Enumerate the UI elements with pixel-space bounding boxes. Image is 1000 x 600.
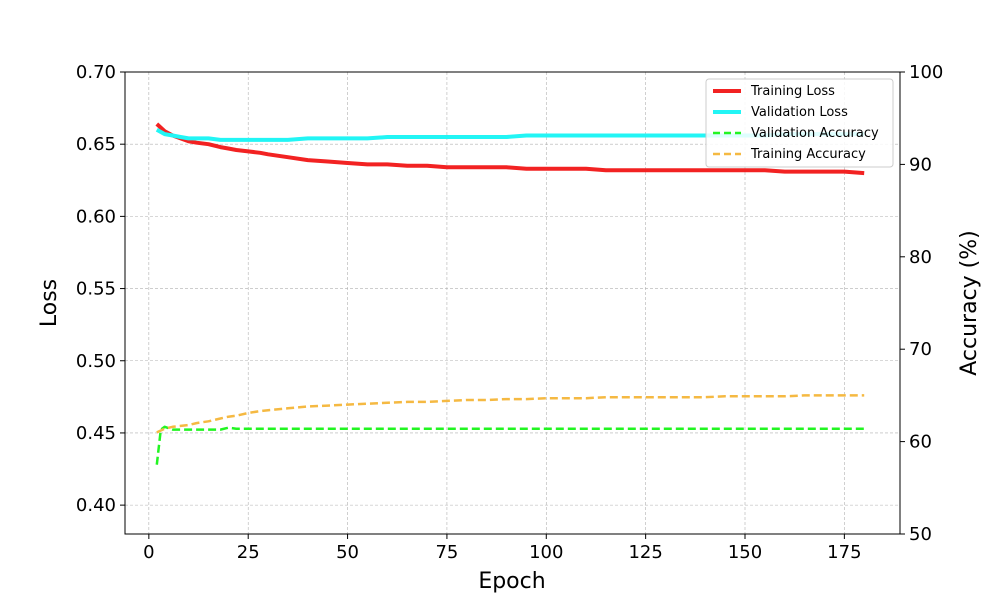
y-left-tick-label: 0.50 bbox=[76, 351, 116, 372]
y-right-tick-label: 100 bbox=[909, 62, 943, 83]
y-right-tick-label: 50 bbox=[909, 524, 932, 545]
y-right-tick-label: 60 bbox=[909, 432, 932, 453]
y-axis-title-right: Accuracy (%) bbox=[957, 230, 982, 376]
y-axis-title-left: Loss bbox=[37, 279, 62, 327]
x-tick-label: 75 bbox=[435, 542, 458, 563]
x-tick-label: 175 bbox=[827, 542, 861, 563]
y-right-tick-label: 90 bbox=[909, 154, 932, 175]
y-left-tick-label: 0.65 bbox=[76, 134, 116, 155]
x-tick-label: 100 bbox=[529, 542, 563, 563]
legend-label-validation-accuracy: Validation Accuracy bbox=[751, 126, 879, 141]
x-tick-label: 150 bbox=[728, 542, 762, 563]
ticks: 0 25 50 75 100 125 150 175 0.40 0.45 0.50 0.55 0.60 0… bbox=[76, 62, 943, 563]
y-left-tick-label: 0.70 bbox=[76, 62, 116, 83]
x-tick-label: 125 bbox=[628, 542, 662, 563]
legend: Training Loss Validation Loss Validation… bbox=[705, 78, 894, 168]
plot-lines bbox=[155, 122, 865, 465]
series-line-training-loss bbox=[155, 122, 865, 176]
y-left-tick-label: 0.60 bbox=[76, 206, 116, 227]
x-tick-label: 25 bbox=[237, 542, 260, 563]
legend-label-training-accuracy: Training Accuracy bbox=[750, 147, 866, 162]
legend-label-training-loss: Training Loss bbox=[750, 84, 835, 99]
y-left-tick-label: 0.40 bbox=[76, 495, 116, 516]
series-line-training-accuracy bbox=[156, 394, 865, 434]
legend-label-validation-loss: Validation Loss bbox=[751, 105, 848, 120]
x-tick-label: 50 bbox=[336, 542, 359, 563]
y-left-tick-label: 0.55 bbox=[76, 279, 116, 300]
x-axis-title: Epoch bbox=[478, 569, 545, 594]
y-right-tick-label: 80 bbox=[909, 247, 932, 268]
series-line-validation-accuracy bbox=[155, 425, 865, 465]
y-right-tick-label: 70 bbox=[909, 339, 932, 360]
y-left-tick-label: 0.45 bbox=[76, 423, 116, 444]
plot-frame bbox=[124, 71, 901, 535]
legend-box bbox=[705, 78, 894, 168]
x-tick-label: 0 bbox=[143, 542, 154, 563]
